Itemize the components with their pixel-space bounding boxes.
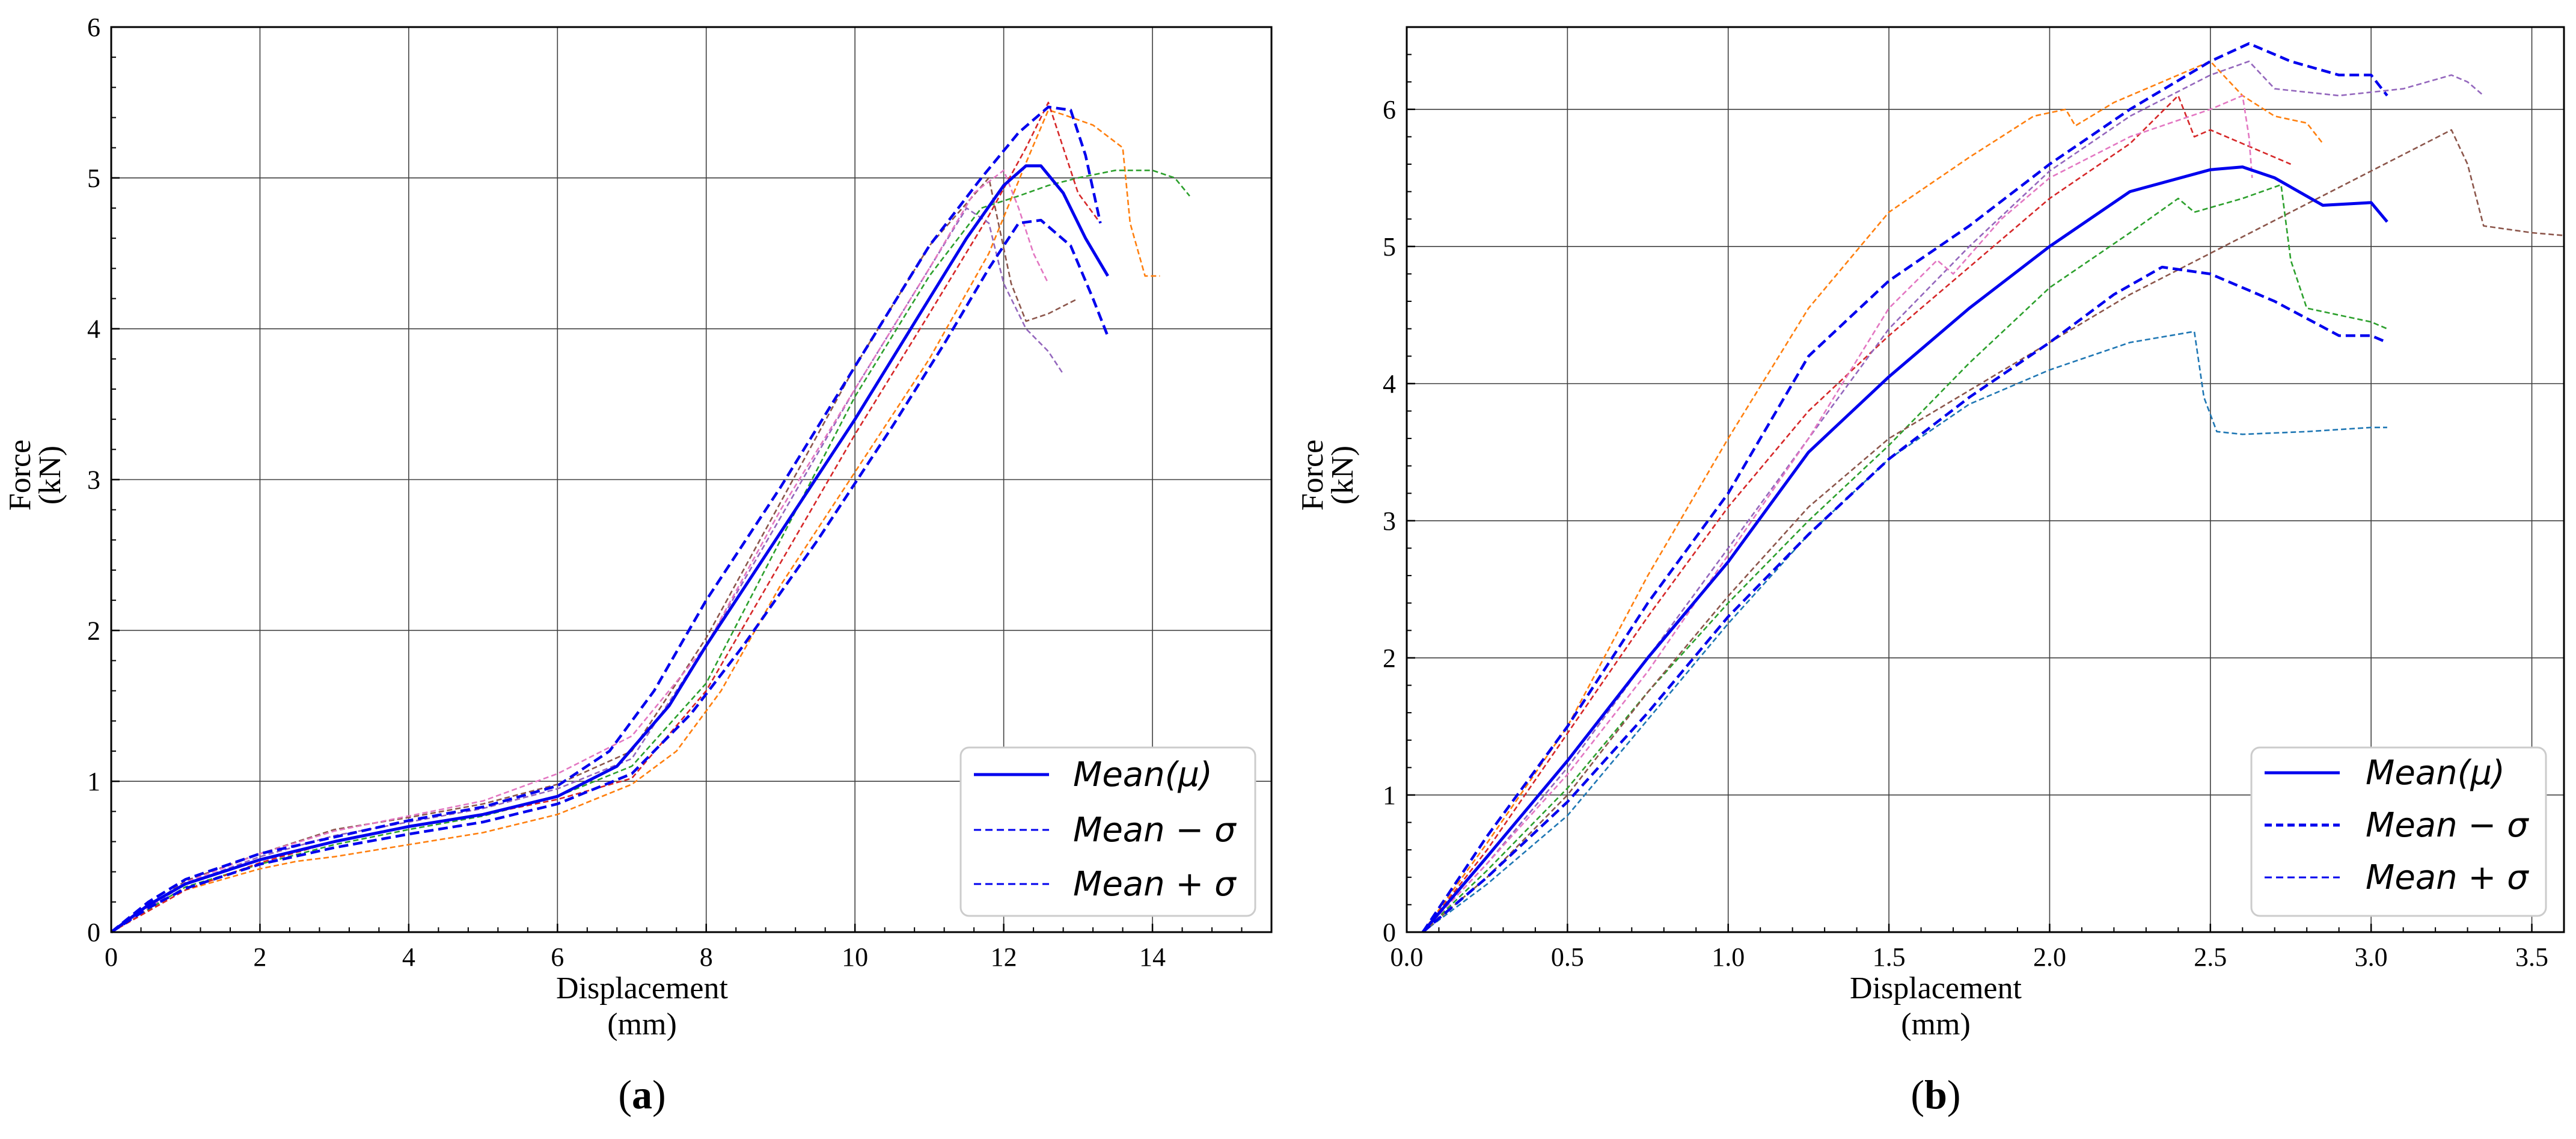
series-mean-plus-sigma-b [1421, 42, 2388, 933]
y-tick-label-b: 1 [1383, 781, 1396, 810]
series-a [110, 102, 1190, 934]
y-tick-label-a: 2 [87, 616, 100, 645]
series-specimen-b [1422, 94, 2253, 933]
x-tick-label-a: 8 [700, 942, 713, 972]
series-specimen-b [1422, 129, 2565, 933]
panel-label-b: (b) [1911, 1072, 1960, 1117]
x-axis-unit-b: (mm) [1901, 1007, 1971, 1042]
x-tick-label-b: 3.5 [2515, 942, 2548, 972]
series-specimen-a [111, 177, 1078, 933]
y-tick-label-a: 5 [87, 164, 100, 193]
ticks-b: 0.0 0.5 1.0 1.5 2.0 2.5 3.0 3.5 0 1 2 3 4 5 6 [1383, 54, 2548, 972]
legend-box-a [959, 746, 1256, 917]
x-tick-label-a: 4 [402, 942, 415, 972]
legend-mean-label-a: Mean(μ) [1073, 755, 1213, 794]
panel-label-a: (a) [618, 1072, 665, 1117]
x-tick-label-b: 1.0 [1712, 942, 1745, 972]
series-mean-b [1421, 165, 2388, 933]
panel-letter-a: a [632, 1072, 652, 1117]
series-mean-a [110, 164, 1109, 934]
series-mean-minus-sigma-b [1422, 265, 2388, 933]
y-tick-label-a: 6 [87, 13, 100, 42]
legend-a: Mean(μ) Mean − σ Mean + σ [959, 746, 1256, 917]
x-tick-label-b: 3.0 [2355, 942, 2388, 972]
y-axis-unit-a: (kN) [33, 446, 67, 505]
y-tick-label-a: 1 [87, 767, 100, 796]
panel-letter-b: b [1924, 1072, 1947, 1117]
legend-mean-label-b: Mean(μ) [2366, 754, 2505, 793]
series-mean-plus-sigma-a [110, 105, 1102, 933]
x-tick-label-a: 0 [105, 942, 118, 972]
x-axis-unit-a: (mm) [607, 1007, 677, 1042]
y-tick-label-b: 4 [1383, 369, 1396, 399]
y-axis-unit-b: (kN) [1326, 446, 1360, 505]
x-tick-label-a: 6 [551, 942, 564, 972]
series-specimen-a [111, 170, 1190, 933]
x-tick-label-a: 2 [253, 942, 266, 972]
x-tick-label-b: 2.0 [2033, 942, 2066, 972]
x-tick-label-b: 0.0 [1390, 942, 1424, 972]
series-specimen-b [1422, 60, 2324, 933]
y-tick-label-b: 6 [1383, 95, 1396, 124]
legend-upper-label-a: Mean + σ [1073, 865, 1237, 904]
x-tick-label-a: 12 [991, 942, 1017, 972]
x-tick-label-b: 1.5 [1873, 942, 1906, 972]
series-mean-minus-sigma-a [110, 218, 1109, 933]
x-tick-label-a: 14 [1139, 942, 1166, 972]
x-tick-label-b: 0.5 [1551, 942, 1584, 972]
x-tick-label-b: 2.5 [2194, 942, 2227, 972]
legend-b: Mean(μ) Mean − σ Mean + σ [2250, 746, 2547, 917]
y-axis-label-a: Force [3, 440, 37, 511]
series-specimen-b [1422, 94, 2292, 933]
y-axis-label-b: Force [1296, 440, 1330, 511]
y-tick-label-a: 3 [87, 465, 100, 495]
legend-lower-label-b: Mean − σ [2366, 806, 2529, 845]
legend-box-b [2250, 746, 2547, 917]
x-tick-label-a: 10 [842, 942, 868, 972]
y-tick-label-b: 0 [1383, 918, 1396, 947]
x-axis-label-a: Displacement [556, 971, 728, 1005]
y-tick-label-a: 4 [87, 315, 100, 344]
x-axis-label-b: Displacement [1850, 971, 2022, 1005]
series-specimen-b [1422, 330, 2387, 933]
legend-lower-label-a: Mean − σ [1073, 811, 1237, 850]
y-tick-label-b: 5 [1383, 232, 1396, 262]
y-tick-label-b: 2 [1383, 643, 1396, 673]
y-tick-label-b: 3 [1383, 506, 1396, 536]
legend-upper-label-b: Mean + σ [2366, 858, 2529, 897]
chart-panel-b: 0.0 0.5 1.0 1.5 2.0 2.5 3.0 3.5 0 1 2 3 4 5 6 Displace… [1296, 26, 2565, 1117]
y-tick-label-a: 0 [87, 918, 100, 947]
series-b [1421, 42, 2565, 933]
